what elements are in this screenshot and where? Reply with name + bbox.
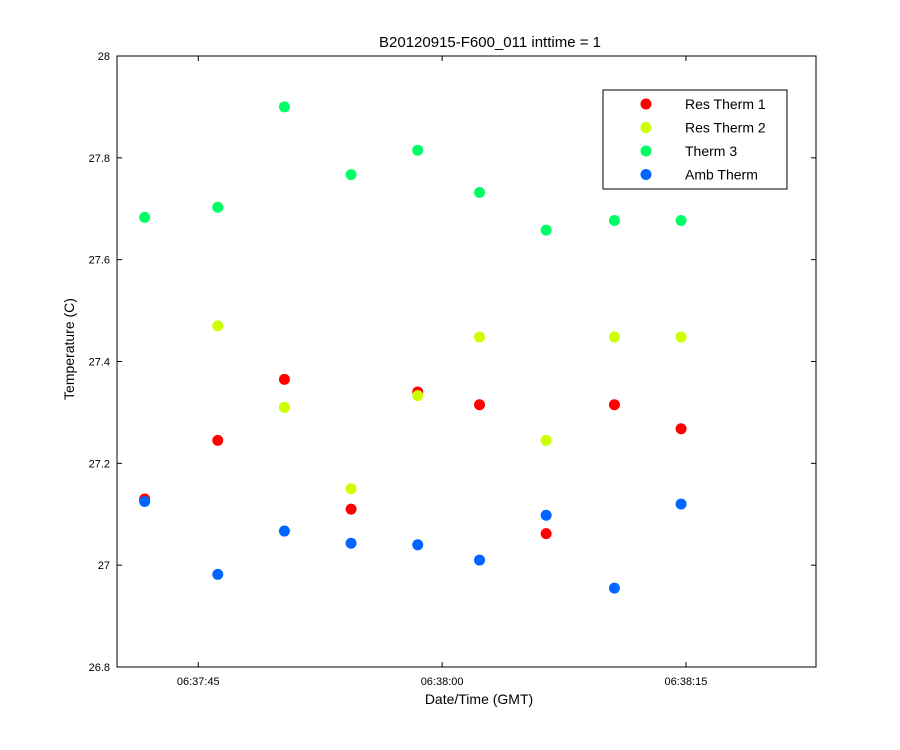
point-therm-3 [345,169,357,181]
point-amb-therm [474,554,486,566]
point-res-therm-1 [278,373,290,385]
point-res-therm-2 [608,331,620,343]
point-amb-therm [212,568,224,580]
legend-box [602,89,788,190]
y-axis: 26.8 27 27.2 27.4 27.6 27.8 28 [89,51,816,674]
point-amb-therm [139,496,151,508]
y-tick-label: 27.4 [89,357,110,369]
point-res-therm-2 [278,401,290,413]
x-tick-label: 06:38:15 [665,676,708,688]
x-tick-label: 06:37:45 [177,676,220,688]
y-axis-label: Temperature (C) [61,298,77,400]
point-amb-therm [345,537,357,549]
point-res-therm-1 [345,503,357,515]
y-tick-label: 27.8 [89,153,110,165]
point-res-therm-2 [540,434,552,446]
point-amb-therm [278,525,290,537]
point-res-therm-1 [212,434,224,446]
y-tick-label: 27.2 [89,458,110,470]
legend-label-res-therm-2: Res Therm 2 [685,120,766,136]
legend-marker-therm-3 [640,145,652,157]
point-res-therm-2 [675,331,687,343]
y-tick-label: 27.6 [89,255,110,267]
point-res-therm-2 [345,483,357,495]
chart-title: B20120915-F600_011 inttime = 1 [379,34,601,51]
y-tick-label: 26.8 [89,662,110,674]
point-res-therm-2 [212,320,224,332]
legend: Res Therm 1 Res Therm 2 Therm 3 Amb Therm [602,89,788,190]
y-tick-label: 28 [98,51,110,63]
point-therm-3 [675,214,687,226]
point-therm-3 [474,186,486,198]
point-amb-therm [675,498,687,510]
point-therm-3 [139,211,151,223]
point-res-therm-1 [675,423,687,435]
point-res-therm-2 [474,331,486,343]
point-res-therm-1 [474,399,486,411]
legend-label-amb-therm: Amb Therm [685,167,758,183]
point-therm-3 [412,144,424,156]
point-therm-3 [212,201,224,213]
point-amb-therm [412,539,424,551]
x-axis: 06:37:45 06:38:00 06:38:15 [177,56,708,688]
point-therm-3 [608,214,620,226]
point-res-therm-1 [608,399,620,411]
legend-label-res-therm-1: Res Therm 1 [685,96,766,112]
legend-label-therm-3: Therm 3 [685,143,737,159]
point-therm-3 [540,224,552,236]
point-amb-therm [540,509,552,521]
point-res-therm-2 [412,390,424,402]
y-tick-label: 27 [98,560,110,572]
legend-marker-res-therm-1 [640,98,652,110]
legend-marker-res-therm-2 [640,122,652,133]
point-amb-therm [608,582,620,594]
x-axis-label: Date/Time (GMT) [425,691,533,707]
data-points [139,101,687,594]
point-therm-3 [278,101,290,113]
legend-marker-amb-therm [640,169,652,180]
point-res-therm-1 [540,528,552,540]
x-tick-label: 06:38:00 [421,676,464,688]
